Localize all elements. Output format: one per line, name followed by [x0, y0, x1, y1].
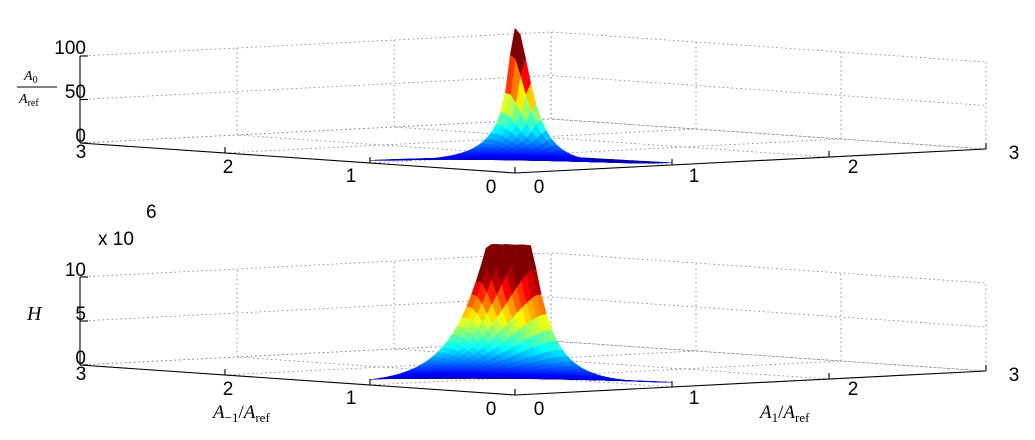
z-tick-label: 0: [75, 348, 86, 369]
x-tick-label: 2: [848, 157, 859, 178]
axis-multiplier-exponent: 6: [146, 202, 157, 223]
x-axis-line: [514, 370, 987, 396]
y-axis-line: [79, 364, 516, 396]
z-axis-label: A0 Aref: [17, 69, 57, 109]
y-tick-label: 3: [76, 142, 87, 163]
floor-gridline: [550, 118, 987, 150]
z-tick-label: 50: [65, 82, 86, 103]
x-tick-label: 3: [1009, 365, 1020, 386]
floor-gridline: [550, 340, 987, 372]
y-tick-label: 3: [76, 364, 87, 385]
surface-patch: [509, 27, 521, 60]
surface-top: [369, 27, 673, 164]
x-tick-label: 3: [1009, 143, 1020, 164]
x-tick-label: 0: [534, 177, 545, 198]
y-axis-label: A−1/Aref: [211, 402, 270, 425]
y-tick-label: 0: [486, 399, 497, 420]
axis-multiplier: x 10: [98, 229, 134, 250]
z-axis-label: H: [26, 303, 43, 325]
floor-gridline: [393, 348, 830, 380]
y-tick-label: 1: [346, 166, 357, 187]
axes-top: [79, 55, 987, 174]
x-axis-label: A1/Aref: [758, 402, 810, 425]
floor-gridline: [224, 128, 697, 154]
x-axis-line: [514, 148, 987, 174]
surface-patch: [510, 245, 521, 247]
y-tick-label: 2: [223, 157, 234, 178]
x-tick-label: 2: [848, 379, 859, 400]
y-tick-label: 0: [486, 177, 497, 198]
x-tick-label: 1: [689, 388, 700, 409]
y-tick-label: 1: [346, 388, 357, 409]
z-tick-label: 100: [54, 38, 86, 59]
x-tick-label: 1: [689, 166, 700, 187]
y-axis-line: [79, 142, 516, 174]
floor-gridline: [236, 356, 673, 388]
surface-bottom: [369, 243, 673, 383]
x-tick-label: 0: [534, 399, 545, 420]
wall-gridline: [79, 31, 987, 63]
chart-panel-bottom: x 10 6 10 5 0 H 3 2 1 0 0 1 2 3 A−1/Aref…: [26, 202, 1019, 425]
svg-text:A0: A0: [23, 69, 38, 86]
svg-text:Aref: Aref: [18, 92, 39, 109]
z-tick-label: 10: [65, 260, 86, 281]
z-tick-label: 0: [75, 126, 86, 147]
y-tick-label: 2: [223, 379, 234, 400]
z-tick-label: 5: [75, 304, 86, 325]
chart-panel-top: 100 50 0 A0 Aref 3 2 1 0 0 1 2 3: [17, 27, 1020, 198]
floor-gridline: [393, 126, 830, 158]
axes-bottom: [79, 276, 987, 396]
